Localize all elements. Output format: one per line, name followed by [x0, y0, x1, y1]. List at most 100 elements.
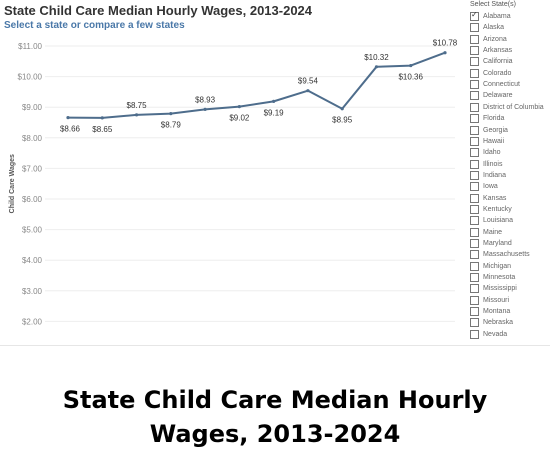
state-option[interactable]: Georgia	[470, 125, 508, 136]
data-point	[169, 112, 173, 116]
state-checkbox[interactable]	[470, 250, 479, 260]
state-option[interactable]: Alaska	[470, 22, 504, 33]
state-option[interactable]: Minnesota	[470, 272, 515, 283]
state-option[interactable]: Maine	[470, 227, 502, 238]
state-option-label: Minnesota	[483, 274, 516, 282]
state-checkbox[interactable]	[470, 23, 479, 33]
data-label: $9.54	[298, 77, 319, 86]
data-label: $8.66	[60, 125, 81, 134]
state-option[interactable]: Arkansas	[470, 45, 512, 56]
state-checkbox[interactable]	[470, 148, 479, 158]
y-tick-label: $10.00	[18, 73, 43, 82]
state-option-label: Michigan	[483, 262, 512, 270]
state-checkbox[interactable]	[470, 170, 479, 180]
data-label: $8.79	[161, 121, 182, 130]
state-option[interactable]: Nebraska	[470, 317, 513, 328]
data-point	[66, 116, 70, 120]
state-option[interactable]: Iowa	[470, 181, 498, 192]
state-checkbox[interactable]	[470, 34, 479, 44]
state-option[interactable]: Colorado	[470, 68, 511, 79]
state-option[interactable]: Alabama	[470, 10, 511, 22]
state-option[interactable]: Indiana	[470, 170, 506, 181]
state-option-label: Nebraska	[483, 319, 513, 327]
state-checkbox[interactable]	[470, 193, 479, 203]
state-checkbox[interactable]	[470, 227, 479, 237]
y-tick-label: $6.00	[22, 195, 43, 204]
state-checkbox[interactable]	[470, 329, 479, 339]
state-checkbox[interactable]	[470, 114, 479, 124]
state-option-label: Georgia	[483, 126, 508, 134]
state-checkbox[interactable]	[470, 261, 479, 271]
state-option-label: Maryland	[483, 240, 512, 247]
state-checkbox[interactable]	[470, 273, 479, 283]
state-checkbox[interactable]	[470, 307, 479, 317]
state-checkbox[interactable]	[470, 125, 479, 135]
state-option[interactable]: Mississippi	[470, 283, 517, 294]
state-checkbox[interactable]	[470, 80, 479, 90]
state-checkbox[interactable]	[470, 57, 479, 67]
state-option-label: Colorado	[483, 69, 512, 77]
y-tick-label: $9.00	[22, 103, 43, 112]
data-point	[409, 63, 413, 68]
state-option[interactable]: Montana	[470, 306, 510, 317]
state-checkbox[interactable]	[470, 216, 479, 226]
line-chart: $2.00 $3.00 $4.00 $5.00 $6.00 $7.00 $8.00 $9.00…	[9, 39, 458, 327]
caption-line-2: Wages, 2013-2024	[149, 420, 401, 448]
state-checkbox[interactable]	[470, 159, 479, 169]
state-option[interactable]: District of Columbia	[470, 102, 544, 113]
state-checkbox[interactable]	[470, 318, 479, 328]
state-option[interactable]: Nevada	[470, 329, 507, 340]
state-option-label: Nevada	[483, 330, 508, 338]
data-label: $8.93	[195, 95, 216, 104]
state-option[interactable]: California	[470, 56, 513, 67]
state-option-label: Montana	[483, 308, 511, 316]
state-option[interactable]: Kentucky	[470, 204, 512, 215]
state-option-label: District of Columbia	[483, 103, 544, 111]
state-option-label: California	[483, 58, 513, 66]
state-option-label: Arkansas	[483, 47, 513, 55]
state-option[interactable]: Maryland	[470, 238, 512, 249]
chart-screenshot: $2.00 $3.00 $4.00 $5.00 $6.00 $7.00 $8.00 $9.00…	[0, 0, 550, 345]
state-option[interactable]: Kansas	[470, 193, 506, 204]
state-checkbox[interactable]	[470, 295, 479, 305]
state-checkbox[interactable]	[470, 102, 479, 112]
state-checkbox[interactable]	[470, 10, 479, 21]
state-option[interactable]: Florida	[470, 113, 504, 124]
data-point	[306, 89, 310, 93]
data-point	[134, 113, 139, 117]
state-checkbox[interactable]	[470, 91, 479, 101]
data-point	[443, 51, 447, 55]
state-option[interactable]: Arizona	[470, 34, 507, 45]
state-option[interactable]: Hawaii	[470, 136, 504, 147]
state-option[interactable]: Delaware	[470, 90, 513, 101]
state-option-label: Massachusetts	[483, 251, 530, 259]
state-checkbox[interactable]	[470, 136, 479, 146]
y-axis-label: Child Care Wages	[9, 154, 16, 213]
divider	[0, 345, 550, 346]
state-option[interactable]: Connecticut	[470, 79, 520, 90]
state-option[interactable]: Massachusetts	[470, 249, 530, 260]
state-option[interactable]: Louisiana	[470, 215, 513, 226]
state-option-label: Indiana	[483, 171, 506, 179]
state-option-label: Arizona	[483, 35, 507, 43]
y-tick-label: $2.00	[22, 317, 43, 326]
y-tick-label: $5.00	[22, 226, 43, 235]
y-tick-label: $8.00	[22, 134, 43, 143]
state-option-label: Delaware	[483, 92, 513, 100]
chart-title: State Child Care Median Hourly Wages, 20…	[4, 3, 313, 18]
state-option-label: Kansas	[483, 194, 507, 202]
state-option[interactable]: Idaho	[470, 147, 501, 158]
state-checkbox[interactable]	[470, 284, 479, 294]
state-checkbox[interactable]	[470, 204, 479, 214]
state-option-label: Iowa	[483, 183, 498, 191]
state-checkbox[interactable]	[470, 182, 479, 192]
state-option-label: Maine	[483, 228, 503, 236]
state-option-label: Idaho	[483, 149, 501, 157]
state-option[interactable]: Michigan	[470, 261, 511, 272]
chart-subtitle: Select a state or compare a few states	[4, 20, 185, 31]
state-checkbox[interactable]	[470, 68, 479, 78]
state-checkbox[interactable]	[470, 239, 479, 248]
state-checkbox[interactable]	[470, 46, 479, 56]
state-option[interactable]: Missouri	[470, 295, 509, 306]
state-option[interactable]: Illinois	[470, 159, 502, 170]
